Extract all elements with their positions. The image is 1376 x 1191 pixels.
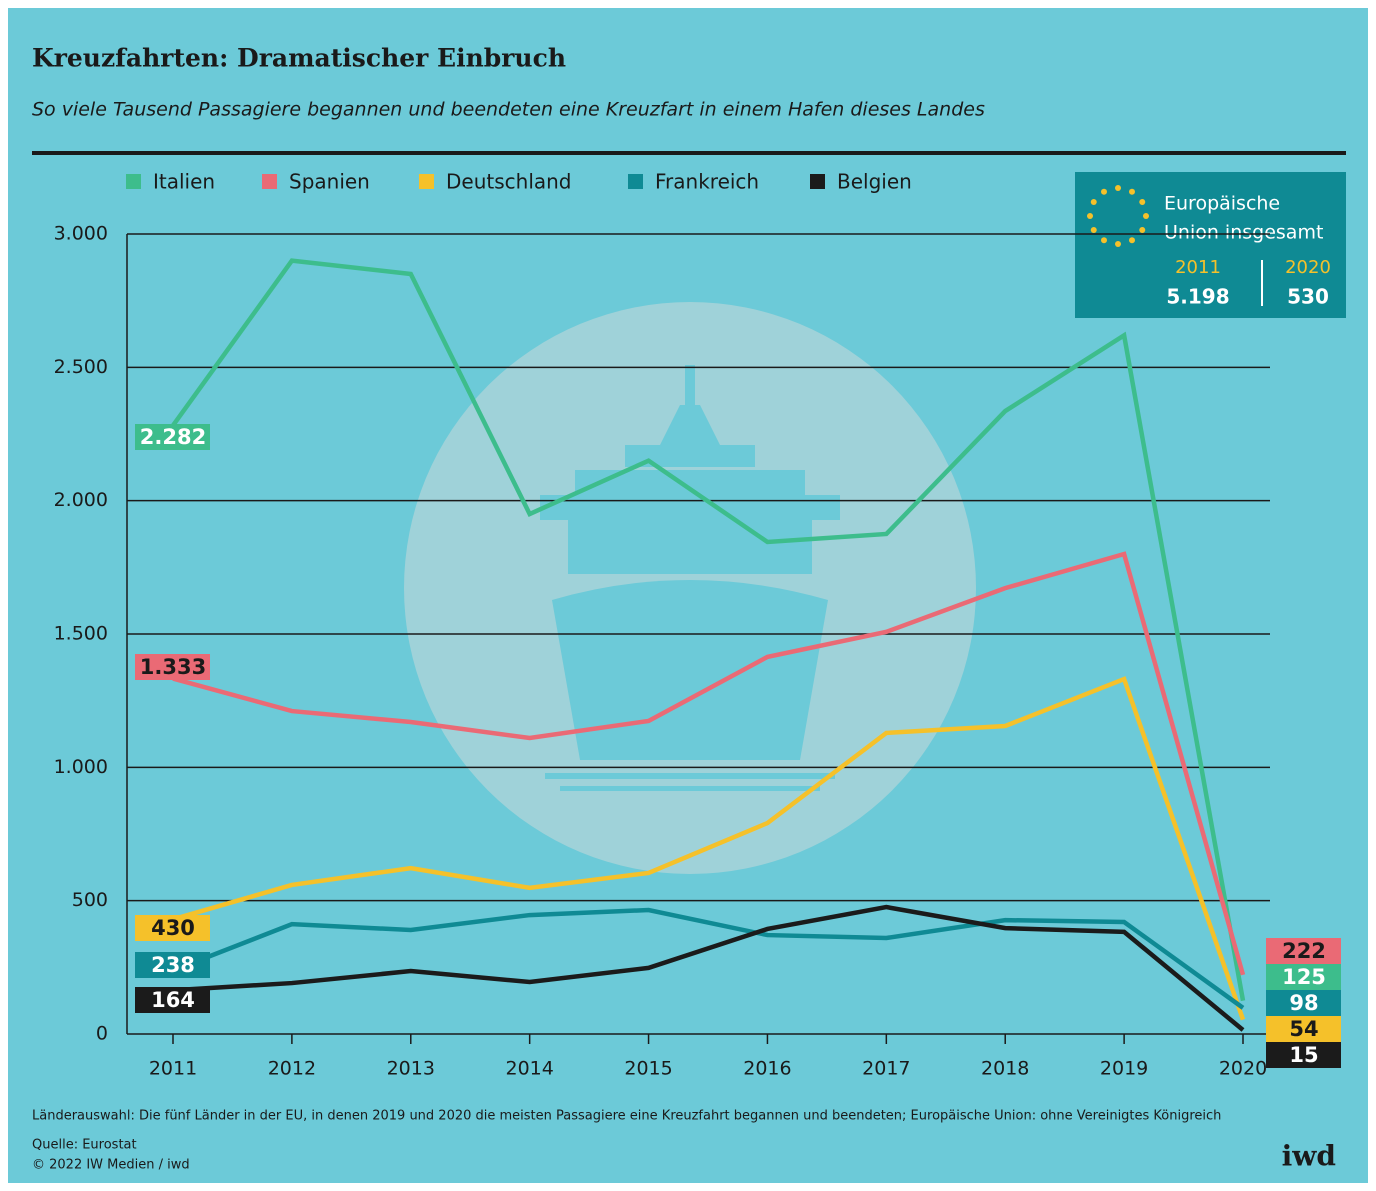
eu-star [1139, 199, 1145, 205]
legend-swatch [419, 174, 434, 189]
source: Quelle: Eurostat [32, 1138, 137, 1153]
eu-star [1101, 237, 1107, 243]
eu-value: 530 [1287, 285, 1329, 309]
value-label: 222 [1282, 939, 1326, 963]
legend-label: Frankreich [655, 170, 759, 194]
eu-title: Europäische [1164, 193, 1280, 215]
value-label: 125 [1282, 965, 1326, 989]
value-label: 1.333 [140, 655, 206, 679]
legend-label: Belgien [837, 170, 912, 194]
value-label: 54 [1289, 1017, 1318, 1041]
eu-star [1129, 189, 1135, 195]
legend-swatch [126, 174, 141, 189]
x-tick-label: 2012 [268, 1058, 316, 1080]
eu-value: 5.198 [1166, 285, 1229, 309]
legend-swatch [262, 174, 277, 189]
eu-star [1115, 185, 1121, 191]
x-tick-label: 2020 [1219, 1058, 1267, 1080]
y-tick-label: 1.000 [54, 756, 108, 778]
value-label: 238 [151, 953, 195, 977]
legend-label: Deutschland [446, 170, 572, 194]
title-rule [32, 151, 1346, 155]
y-tick-label: 2.500 [54, 356, 108, 378]
legend-swatch [628, 174, 643, 189]
value-label: 15 [1289, 1043, 1318, 1067]
x-tick-label: 2015 [624, 1058, 672, 1080]
y-tick-label: 3.000 [54, 223, 108, 245]
eu-star [1129, 237, 1135, 243]
x-tick-label: 2019 [1100, 1058, 1148, 1080]
eu-box: Europäische Union insgesamt 2011 5.198 2… [1075, 172, 1346, 318]
eu-star [1087, 213, 1093, 219]
value-label: 430 [151, 916, 195, 940]
chart: Kreuzfahrten: Dramatischer Einbruch So v… [0, 0, 1376, 1191]
eu-star [1091, 227, 1097, 233]
eu-year: 2011 [1175, 257, 1221, 278]
value-label: 2.282 [140, 425, 206, 449]
value-label: 98 [1289, 991, 1318, 1015]
y-tick-label: 0 [96, 1023, 108, 1045]
legend-label: Italien [153, 170, 215, 194]
y-tick-label: 500 [72, 889, 108, 911]
copyright: © 2022 IW Medien / iwd [32, 1158, 190, 1173]
logo: iwd [1282, 1140, 1336, 1173]
eu-star [1143, 213, 1149, 219]
x-tick-label: 2018 [981, 1058, 1029, 1080]
eu-year: 2020 [1285, 257, 1331, 278]
eu-star [1091, 199, 1097, 205]
eu-title: Union insgesamt [1164, 222, 1323, 244]
x-tick-label: 2013 [387, 1058, 435, 1080]
legend-swatch [810, 174, 825, 189]
footnote: Länderauswahl: Die fünf Länder in der EU… [32, 1109, 1221, 1124]
eu-star [1115, 241, 1121, 247]
value-label: 164 [151, 988, 195, 1012]
eu-star [1101, 189, 1107, 195]
chart-title: Kreuzfahrten: Dramatischer Einbruch [32, 44, 566, 73]
x-tick-label: 2011 [149, 1058, 197, 1080]
legend-label: Spanien [289, 170, 370, 194]
ship-illustration [404, 302, 976, 874]
y-tick-label: 2.000 [54, 489, 108, 511]
x-tick-label: 2017 [862, 1058, 910, 1080]
x-tick-label: 2016 [743, 1058, 791, 1080]
y-tick-label: 1.500 [54, 623, 108, 645]
chart-subtitle: So viele Tausend Passagiere begannen und… [32, 99, 985, 121]
eu-star [1139, 227, 1145, 233]
x-tick-label: 2014 [505, 1058, 553, 1080]
